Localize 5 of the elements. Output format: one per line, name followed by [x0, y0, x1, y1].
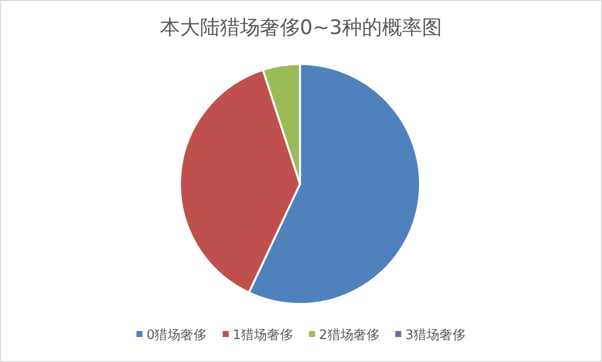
legend-label: 1猎场奢侈 [232, 328, 293, 343]
chart-title: 本大陆猎场奢侈0~3种的概率图 [160, 15, 442, 39]
legend-label: 3猎场奢侈 [405, 328, 466, 343]
legend-label: 2猎场奢侈 [319, 328, 380, 343]
legend-label: 0猎场奢侈 [146, 328, 207, 343]
